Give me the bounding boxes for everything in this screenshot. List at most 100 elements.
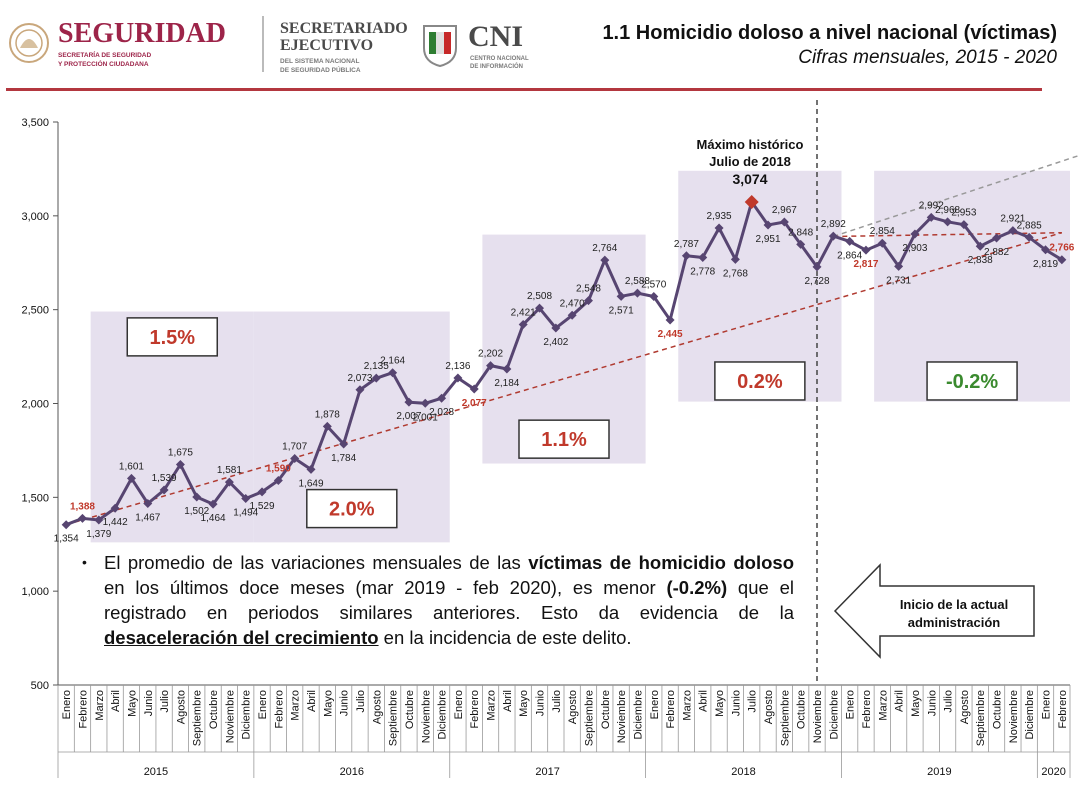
admin-start-label: Inicio de la actual administración [880,596,1028,632]
header-rule [6,88,1042,91]
x-tick-label: Junio [143,690,155,716]
year-label: 2017 [535,766,559,778]
data-point-marker [224,477,234,487]
seguridad-sub-2: Y PROTECCIÓN CIUDADANA [58,61,149,68]
data-label: 2,882 [984,247,1009,258]
x-tick-label: Febrero [469,690,481,729]
cni-logo-text: CNI [468,20,524,53]
projection-line [833,155,1079,238]
data-label: 2,421 [511,307,536,318]
x-tick-label: Enero [1041,690,1053,719]
x-tick-label: Abril [894,690,906,712]
x-tick-label: Agosto [175,690,187,724]
data-point-marker [894,261,904,271]
data-label: 1,707 [282,441,307,452]
footnote-text: El promedio de las variaciones mensuales… [104,550,794,650]
x-tick-label: Diciembre [1024,690,1036,740]
data-point-marker [159,485,169,495]
data-point-marker [535,303,545,313]
x-tick-label: Enero [649,690,661,719]
period-label-box-1 [306,488,398,529]
data-point-marker [453,373,463,383]
period-label-box-3 [714,361,806,401]
x-tick-label: Abril [306,690,318,712]
y-tick-label: 3,000 [21,211,49,223]
data-point-marker [943,217,953,227]
x-tick-label: Junio [339,690,351,716]
data-label: 2,764 [592,243,617,254]
data-point-marker [257,487,267,497]
admin-label-line-2: administración [907,615,1001,630]
admin-label-line-1: Inicio de la actual [899,597,1009,612]
data-point-marker [502,364,512,374]
x-tick-label: Octubre [992,690,1004,729]
x-tick-label: Agosto [959,690,971,724]
data-point-marker [877,238,887,248]
data-label: 2,728 [804,276,829,287]
data-point-marker [306,464,316,474]
data-label: 2,470 [560,298,585,309]
footnote-part-4: en la incidencia de este delito. [378,627,632,648]
seguridad-sub-1: SECRETARÍA DE SEGURIDAD [58,52,152,59]
data-label: 1,649 [298,478,323,489]
data-label: 1,675 [168,447,193,458]
data-label: 2,992 [919,200,944,211]
data-label: 2,136 [445,361,470,372]
y-tick-label: 3,500 [21,117,49,129]
data-point-marker [1024,232,1034,242]
x-tick-label: Agosto [567,690,579,724]
data-point-marker [371,373,381,383]
data-point-marker [290,453,300,463]
data-label: 2,077 [462,398,487,409]
data-label: 1,784 [331,453,356,464]
x-tick-label: Abril [698,690,710,712]
x-tick-label: Diciembre [241,690,253,740]
data-label: 2,073 [347,373,372,384]
data-label: 2,921 [1000,214,1025,225]
footnote-bold-3: desaceleración del crecimiento [104,627,379,648]
data-label: 1,601 [119,461,144,472]
series-line [65,198,1063,527]
data-point-marker [583,296,593,306]
data-label: 2,787 [674,239,699,250]
x-tick-label: Junio [535,690,547,716]
data-point-marker [926,212,936,222]
flat-trend-line [833,231,1062,238]
data-label: 2,951 [756,234,781,245]
max-point-marker [744,194,759,209]
data-label: 1,354 [54,534,79,545]
chart-title-block: 1.1 Homicidio doloso a nivel nacional (v… [602,22,1057,69]
data-point-marker [616,291,626,301]
x-tick-label: Abril [502,690,514,712]
data-label: 2,164 [380,356,405,367]
x-tick-label: Noviembre [1008,690,1020,743]
x-tick-label: Junio [730,690,742,716]
data-label: 2,854 [870,226,895,237]
data-point-marker [1057,255,1067,265]
data-point-marker [698,252,708,262]
y-tick-label: 2,000 [21,399,49,411]
data-label: 2,766 [1049,243,1074,254]
x-tick-label: Enero [257,690,269,719]
footnote: • El promedio de las variaciones mensual… [82,550,794,650]
x-tick-label: Diciembre [632,690,644,740]
data-label: 2,202 [478,349,503,360]
x-tick-label: Mayo [322,690,334,717]
max-label-line-2: Julio de 2018 [709,154,791,169]
y-tick-label: 500 [31,680,49,692]
x-tick-label: Marzo [486,690,498,721]
cni-sub-2: DE INFORMACIÓN [470,64,523,70]
data-point-marker [828,231,838,241]
data-point-marker [192,492,202,502]
data-label: 2,402 [543,337,568,348]
data-point-marker [126,473,136,483]
data-label: 2,778 [690,266,715,277]
x-tick-label: Noviembre [224,690,236,743]
period-label-box-2 [518,419,610,459]
data-point-marker [1008,226,1018,236]
data-point-marker [77,513,87,523]
data-label: 2,445 [658,329,683,340]
x-tick-label: Mayo [126,690,138,717]
data-point-marker [861,245,871,255]
sesnsp-sub-1: DEL SISTEMA NACIONAL [280,58,360,65]
